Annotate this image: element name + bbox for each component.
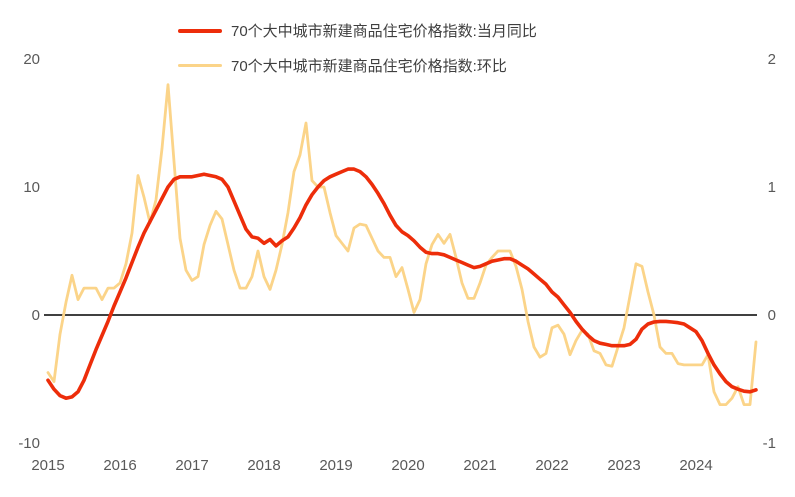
x-axis-tick-label: 2015 xyxy=(31,457,64,474)
left-axis-tick-label: 0 xyxy=(32,307,40,324)
x-axis-tick-label: 2021 xyxy=(463,457,496,474)
x-axis-tick-label: 2024 xyxy=(679,457,712,474)
x-axis-tick-label: 2022 xyxy=(535,457,568,474)
x-axis-tick-label: 2019 xyxy=(319,457,352,474)
legend-label-mom: 70个大中城市新建商品住宅价格指数:环比 xyxy=(231,58,507,75)
x-axis-tick-label: 2016 xyxy=(103,457,136,474)
right-axis-tick-label: 0 xyxy=(768,307,776,324)
x-axis-tick-label: 2023 xyxy=(607,457,640,474)
legend-label-yoy: 70个大中城市新建商品住宅价格指数:当月同比 xyxy=(231,23,537,40)
left-axis-tick-label: 10 xyxy=(23,179,40,196)
yoy-line-swatch xyxy=(178,28,222,33)
x-axis-tick-label: 2017 xyxy=(175,457,208,474)
x-axis-tick-label: 2020 xyxy=(391,457,424,474)
mom-series-line xyxy=(46,83,758,407)
mom-line-swatch xyxy=(178,64,222,67)
legend-item-yoy: 70个大中城市新建商品住宅价格指数:当月同比 xyxy=(178,21,537,40)
right-axis-tick-label: 2 xyxy=(768,51,776,68)
legend-item-mom: 70个大中城市新建商品住宅价格指数:环比 xyxy=(178,56,537,75)
x-axis-tick-label: 2018 xyxy=(247,457,280,474)
right-axis-tick-label: -1 xyxy=(763,435,776,452)
left-axis-tick-label: 20 xyxy=(23,51,40,68)
left-axis-tick-label: -10 xyxy=(18,435,40,452)
right-axis-tick-label: 1 xyxy=(768,179,776,196)
yoy-series-line xyxy=(46,167,758,401)
chart-legend: 70个大中城市新建商品住宅价格指数:当月同比 70个大中城市新建商品住宅价格指数… xyxy=(178,21,537,75)
